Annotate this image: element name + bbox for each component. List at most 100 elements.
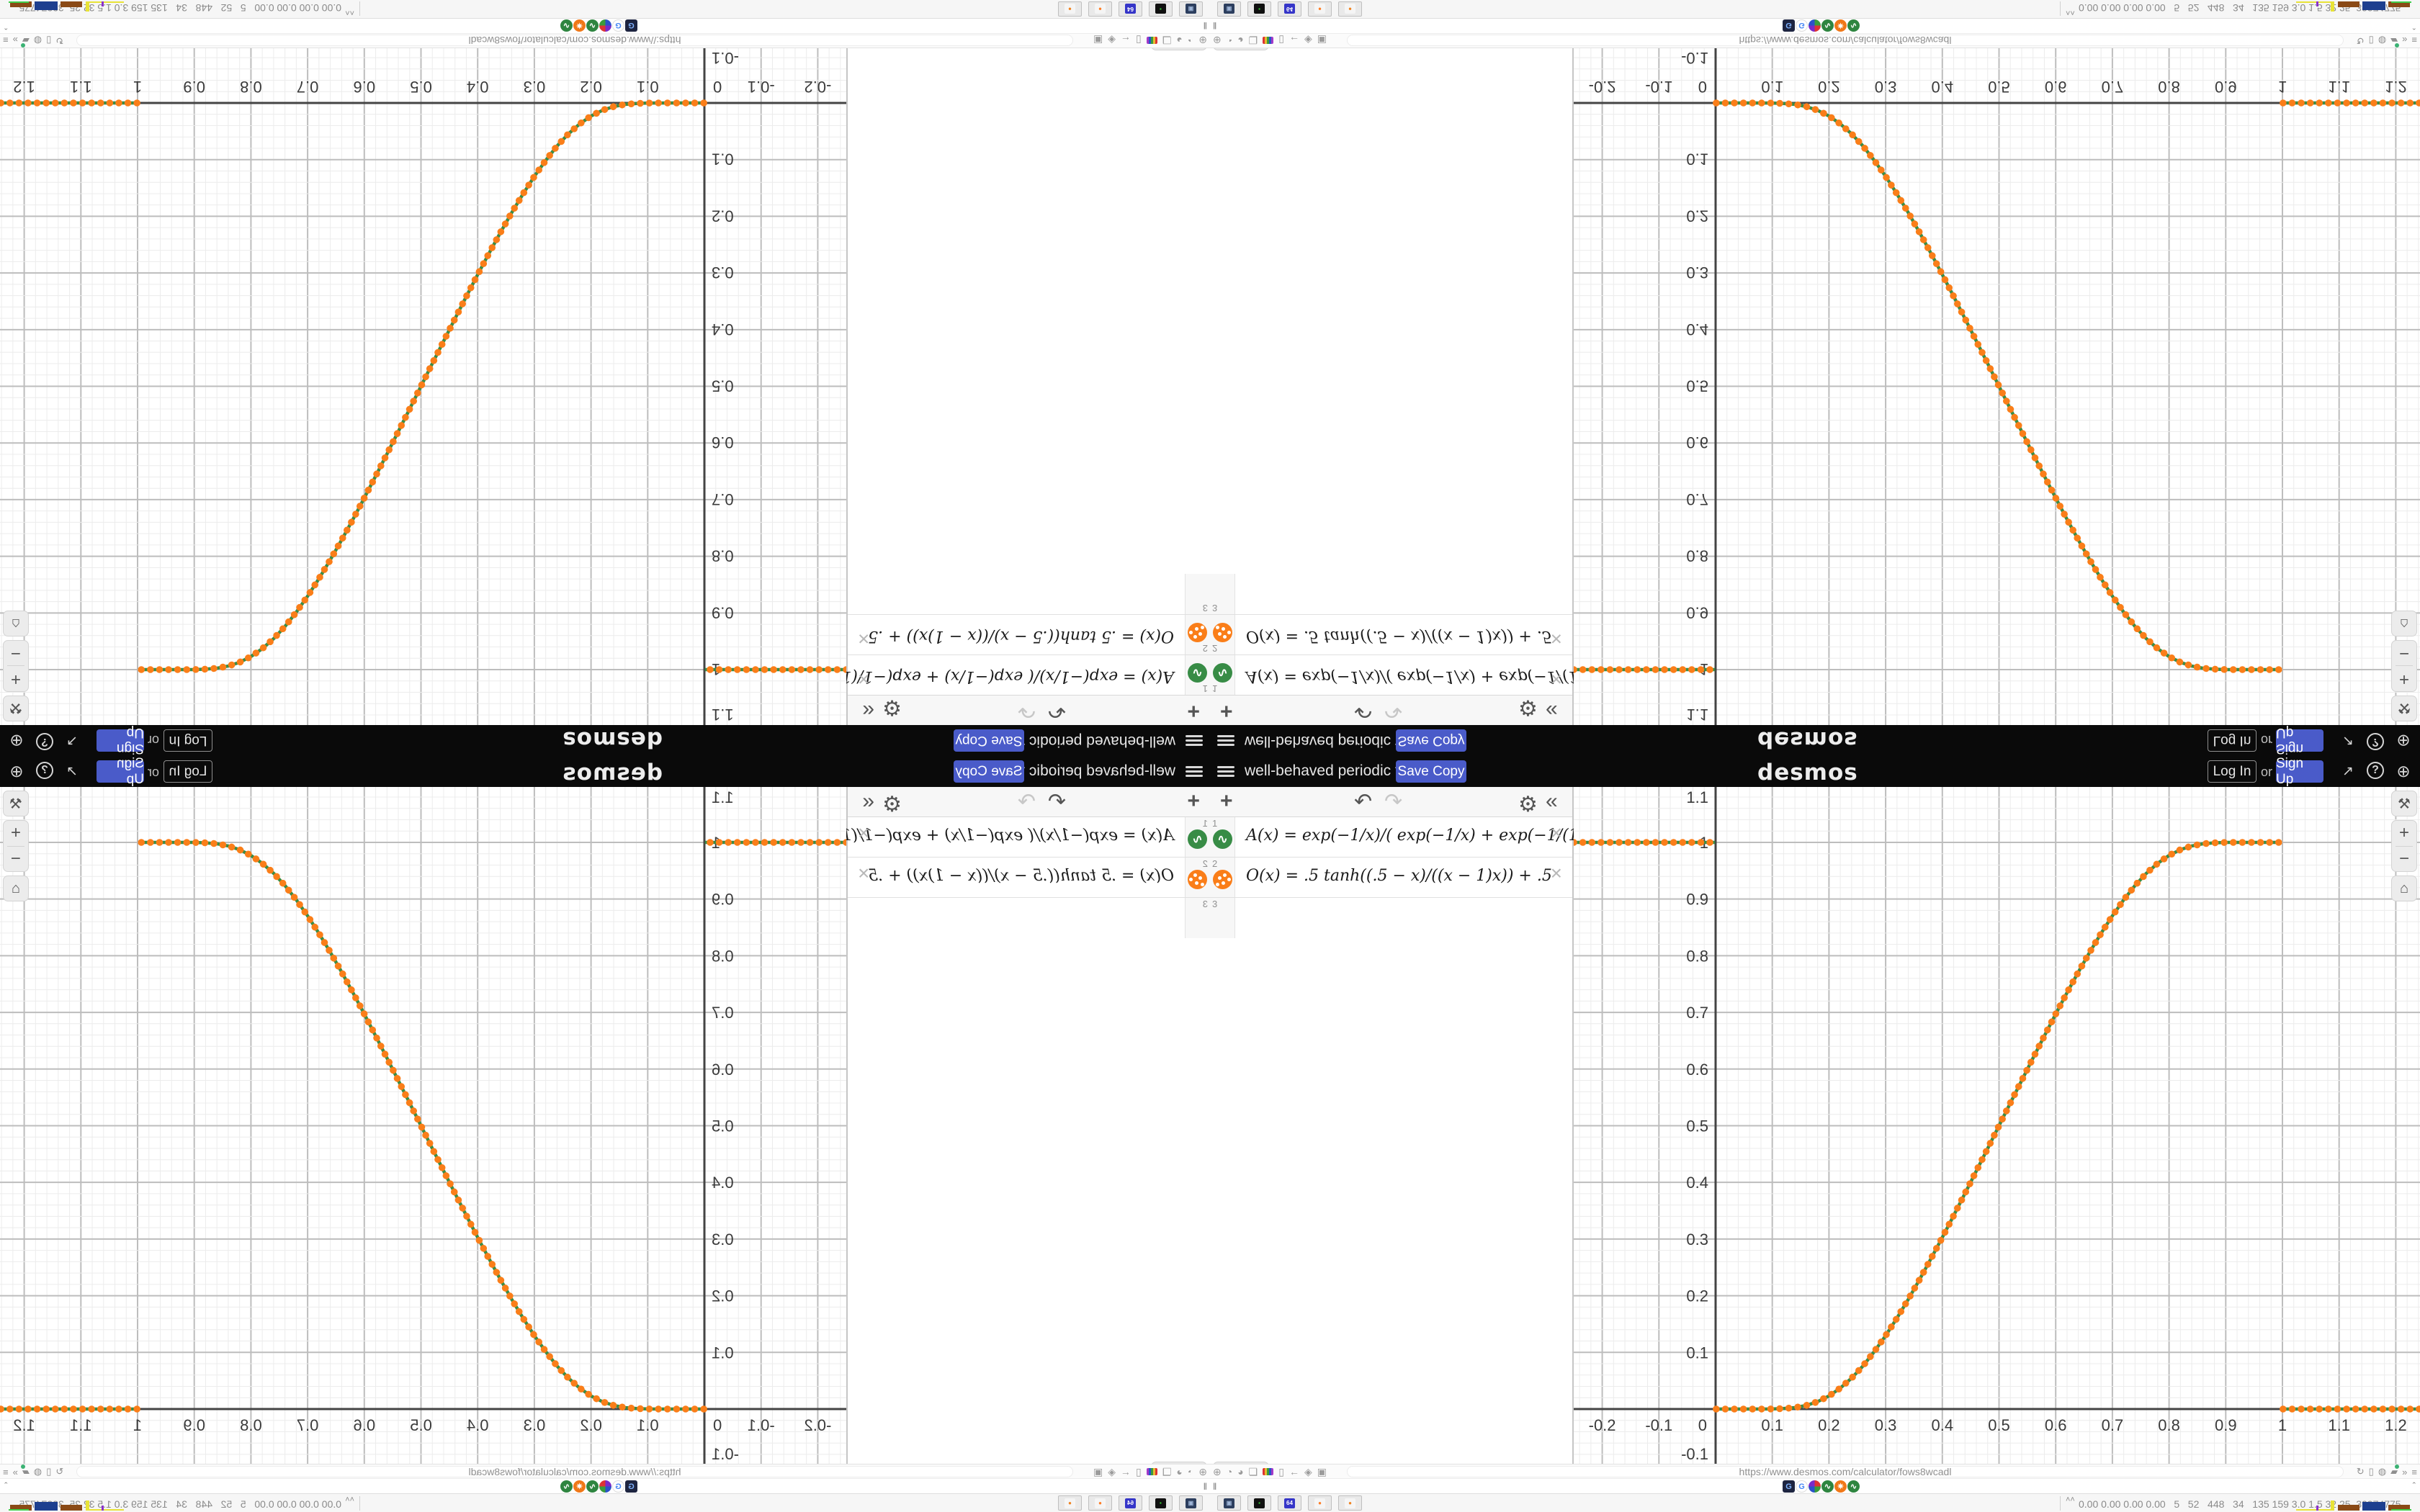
menu-icon[interactable]: ≡ [3, 1466, 9, 1477]
save-copy-button[interactable]: Save Copy [954, 729, 1024, 752]
zoom-in-button[interactable]: + [11, 823, 22, 843]
tab-google-icon[interactable]: G [612, 1480, 624, 1493]
tab-pie-colored-icon[interactable] [599, 19, 611, 32]
gauge-icon[interactable]: ◔ [1187, 1466, 1194, 1477]
undo-button[interactable]: ↶ [1354, 790, 1373, 814]
archive-icon[interactable]: ▯ [2368, 35, 2374, 46]
graph-settings-wrench-icon[interactable]: ⚒ [2391, 696, 2417, 721]
tray-expand-icon[interactable]: ˄˄ [2066, 8, 2075, 17]
expression-2-icon-cell[interactable]: 2 [1185, 615, 1210, 654]
help-icon[interactable]: ? [36, 762, 53, 779]
expression-1-curve-icon[interactable]: ∿ [1213, 663, 1232, 683]
tab-g-dark-icon[interactable]: G [625, 1480, 637, 1493]
tab-gear-orange-icon[interactable]: ✷ [1834, 1480, 1847, 1493]
folder-icon[interactable]: ❏ [1162, 35, 1172, 46]
sign-up-button[interactable]: Sign Up [97, 726, 144, 756]
menu-icon[interactable]: ≡ [3, 35, 9, 46]
extension-colored-icon[interactable] [1146, 37, 1157, 44]
tab-gear-orange-icon[interactable]: ✷ [573, 1480, 586, 1493]
app-firefox-button[interactable]: ● [1088, 1, 1112, 17]
add-expression-button[interactable]: + [1187, 699, 1200, 723]
tab-scroll-caret-icon[interactable]: ˆ [4, 1480, 8, 1491]
expression-row-3-empty[interactable]: 3 [848, 574, 1210, 614]
collapse-panel-button[interactable]: « [862, 699, 874, 723]
expression-1-curve-icon[interactable]: ∿ [1188, 829, 1207, 849]
expression-1-icon-cell[interactable]: 1 ∿ [1210, 817, 1235, 857]
graph-settings-wrench-icon[interactable]: ⚒ [2391, 791, 2417, 816]
url-bar[interactable]: https://www.desmos.com/calculator/fows8w… [76, 1466, 1073, 1477]
tab-pie-colored-icon[interactable] [1809, 1480, 1821, 1493]
tab-desmos-2-icon[interactable]: ∿ [1847, 19, 1860, 32]
collapse-panel-button[interactable]: « [862, 789, 874, 813]
app-blender-button[interactable]: ● [1058, 1495, 1082, 1511]
folder-icon[interactable]: ❏ [1248, 35, 1258, 46]
collapse-panel-button[interactable]: « [1546, 789, 1558, 813]
tab-desmos-2-icon[interactable]: ∿ [560, 1480, 573, 1493]
app-terminal-button[interactable]: ▪ [1149, 1495, 1173, 1511]
expression-1-icon-cell[interactable]: 1 ∿ [1185, 655, 1210, 695]
extension-colored-icon[interactable] [1263, 1468, 1274, 1475]
graph-canvas[interactable]: -0.2 -0.1 0.1 0.2 0.3 0.4 0.5 0.6 0.7 0.8 0.9 1 1.1 1… [0, 787, 850, 1464]
app-blender-button[interactable]: ● [1338, 1495, 1362, 1511]
folder-icon[interactable]: ❏ [1162, 1466, 1172, 1477]
sign-up-button[interactable]: Sign Up [2276, 726, 2323, 756]
sign-up-button[interactable]: Sign Up [97, 756, 144, 787]
graph-paper[interactable]: -0.2 -0.1 0.1 0.2 0.3 0.4 0.5 0.6 0.7 0.8 0.9 1 1.1 1… [0, 48, 850, 725]
menu-icon[interactable]: ≡ [2411, 1466, 2417, 1477]
globe-solid-icon[interactable]: ◍ [33, 1466, 42, 1477]
log-in-button[interactable]: Log In [163, 760, 212, 783]
expression-2-delete-icon[interactable]: × [1550, 862, 1562, 884]
collapse-panel-button[interactable]: « [1546, 699, 1558, 723]
lock-icon[interactable]: ▣ [1093, 1466, 1103, 1477]
lock-icon[interactable]: ▣ [1317, 1466, 1327, 1477]
expression-row-2[interactable]: 2 O(x) = .5 tanh((.5 − x)/((x − 1)x)) + … [848, 614, 1210, 654]
gauge-icon[interactable]: ◔ [1187, 35, 1194, 46]
tray-expand-icon[interactable]: ˄˄ [345, 8, 354, 17]
tab-scroll-caret-icon[interactable]: ˆ [2412, 1480, 2416, 1491]
expression-2-points-icon[interactable] [1213, 870, 1232, 889]
default-viewport-home-button[interactable]: ⌂ [2391, 876, 2417, 901]
expression-2-formula[interactable]: O(x) = .5 tanh((.5 − x)/((x − 1)x)) + .5 [1246, 867, 1552, 885]
default-viewport-home-button[interactable]: ⌂ [3, 876, 29, 901]
add-expression-button[interactable]: + [1220, 789, 1233, 813]
gauge2-icon[interactable]: ◕ [1176, 35, 1183, 46]
overflow-chevrons-icon[interactable]: » [12, 35, 18, 46]
undo-button[interactable]: ↶ [1047, 790, 1066, 814]
expression-3-icon-cell[interactable]: 3 [1185, 574, 1210, 614]
refresh-icon[interactable]: ↻ [55, 35, 64, 46]
gauge2-icon[interactable]: ◕ [1176, 1466, 1183, 1477]
save-copy-button[interactable]: Save Copy [1396, 760, 1466, 783]
expression-row-1[interactable]: 1 ∿ A(x) = exp(−1/x)/( exp(−1/x) + exp(−… [801, 654, 1210, 695]
globe-icon[interactable]: ⊕ [1213, 35, 1222, 46]
globe-icon[interactable]: ⊕ [1213, 1466, 1222, 1477]
shield-icon[interactable]: ◈ [1304, 1466, 1312, 1477]
tab-google-icon[interactable]: G [1796, 19, 1808, 32]
expression-1-formula[interactable]: A(x) = exp(−1/x)/( exp(−1/x) + exp(−1/(1… [800, 827, 1174, 845]
globe-icon[interactable]: ⊕ [1198, 1466, 1207, 1477]
graph-title[interactable]: well-behaved periodic funct... [1245, 762, 1440, 779]
expression-row-2[interactable]: 2 O(x) = .5 tanh((.5 − x)/((x − 1)x)) + … [1210, 614, 1572, 654]
help-icon[interactable]: ? [36, 733, 53, 750]
overflow-chevrons-icon[interactable]: » [2402, 1466, 2408, 1477]
save-copy-button[interactable]: Save Copy [1396, 729, 1466, 752]
menu-icon[interactable]: ≡ [2411, 35, 2417, 46]
share-icon[interactable]: ↗ [66, 733, 78, 749]
language-globe-icon[interactable]: ⊕ [2396, 732, 2411, 751]
app-screenshot-tool-button[interactable]: ▣ [1179, 1495, 1203, 1511]
expression-1-formula[interactable]: A(x) = exp(−1/x)/( exp(−1/x) + exp(−1/(1… [800, 667, 1174, 685]
expression-1-formula[interactable]: A(x) = exp(−1/x)/( exp(−1/x) + exp(−1/(1… [1246, 827, 1620, 845]
gauge2-icon[interactable]: ◕ [1237, 35, 1244, 46]
url-text[interactable]: https://www.desmos.com/calculator/fows8w… [1739, 35, 1952, 46]
tab-g-dark-icon[interactable]: G [1783, 19, 1795, 32]
expression-row-2[interactable]: 2 O(x) = .5 tanh((.5 − x)/((x − 1)x)) + … [848, 858, 1210, 898]
tray-expand-icon[interactable]: ˄˄ [2066, 1495, 2075, 1504]
expression-2-delete-icon[interactable]: × [858, 862, 870, 884]
redo-button[interactable]: ↷ [1384, 698, 1403, 722]
globe-solid-icon[interactable]: ◍ [2378, 1466, 2387, 1477]
app-terminal-button[interactable]: ▪ [1149, 1, 1173, 17]
expression-1-formula[interactable]: A(x) = exp(−1/x)/( exp(−1/x) + exp(−1/(1… [1246, 667, 1620, 685]
back-arrow-icon[interactable]: ← [1289, 1466, 1299, 1477]
desmos-logo[interactable]: desmos [562, 760, 663, 786]
tab-desmos-1-icon[interactable]: ∿ [1821, 19, 1834, 32]
edit-list-gear-icon[interactable]: ⚙ [882, 696, 902, 719]
